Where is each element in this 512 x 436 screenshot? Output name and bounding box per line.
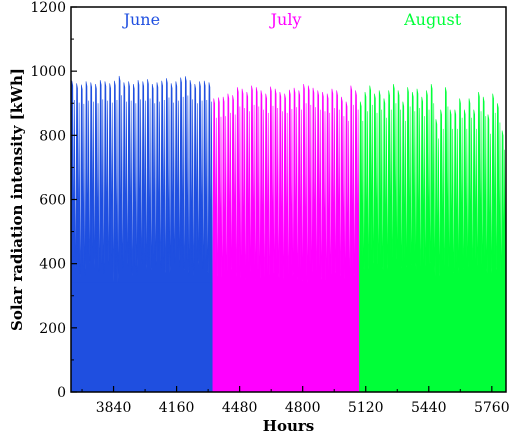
y-tick-label: 1200 [30, 0, 66, 16]
month-annotations: June July August [122, 10, 462, 29]
y-axis-title: Solar radiation intensity [kWh] [8, 68, 26, 331]
x-tick-label: 5760 [474, 400, 510, 416]
month-label-june: June [122, 10, 161, 29]
x-tick-label: 4800 [285, 400, 321, 416]
x-axis-title: Hours [263, 417, 314, 435]
y-tick-label: 600 [39, 193, 66, 209]
x-tick-label: 5120 [348, 400, 384, 416]
x-tick-label: 3840 [96, 400, 132, 416]
y-axis: 0 200 400 600 800 1000 1200 [30, 0, 77, 401]
x-tick-label: 5440 [411, 400, 447, 416]
series-july-base [212, 282, 360, 392]
x-tick-label: 4160 [159, 400, 195, 416]
plot-series [70, 75, 507, 393]
y-tick-label: 0 [57, 385, 66, 401]
y-tick-label: 200 [39, 321, 66, 337]
y-tick-label: 1000 [30, 64, 66, 80]
y-tick-label: 800 [39, 128, 66, 144]
month-label-august: August [403, 10, 462, 29]
y-tick-label: 400 [39, 257, 66, 273]
x-tick-label: 4480 [222, 400, 258, 416]
series-august-base [359, 279, 506, 392]
x-axis: 3840 4160 4480 4800 5120 5440 5760 [81, 386, 510, 416]
month-label-july: July [269, 10, 302, 29]
series-june-base [71, 282, 213, 392]
